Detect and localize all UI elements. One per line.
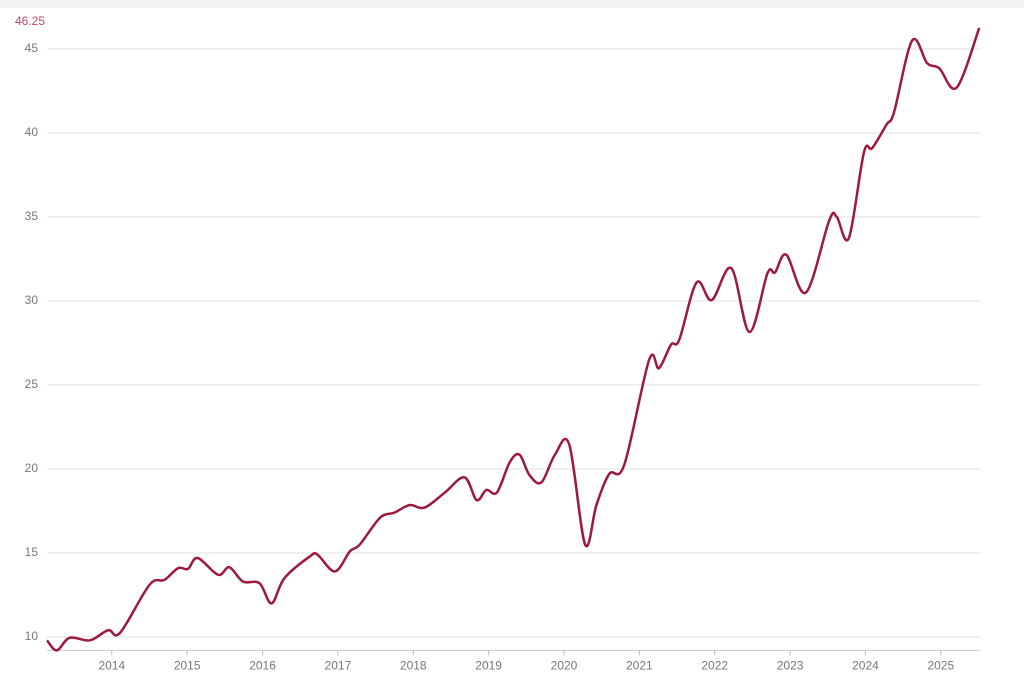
x-tick-label: 2015 xyxy=(174,659,201,673)
top-bar xyxy=(0,0,1024,8)
line xyxy=(46,27,981,652)
x-tick-label: 2014 xyxy=(98,659,125,673)
last-value-label: 46.25 xyxy=(15,14,45,28)
x-tick-label: 2018 xyxy=(400,659,427,673)
x-tick-label: 2022 xyxy=(701,659,728,673)
y-tick-label: 30 xyxy=(25,293,39,307)
y-tick-label: 10 xyxy=(25,629,39,643)
y-tick-label: 45 xyxy=(25,41,39,55)
x-tick-label: 2017 xyxy=(325,659,352,673)
y-tick-label: 25 xyxy=(25,377,39,391)
y-tick-label: 40 xyxy=(25,125,39,139)
x-tick-label: 2020 xyxy=(551,659,578,673)
y-tick-label: 20 xyxy=(25,461,39,475)
x-tick-label: 2025 xyxy=(927,659,954,673)
x-tick-label: 2024 xyxy=(852,659,879,673)
x-tick-label: 2016 xyxy=(249,659,276,673)
y-tick-label: 15 xyxy=(25,545,39,559)
x-tick-label: 2023 xyxy=(777,659,804,673)
x-tick-label: 2019 xyxy=(475,659,502,673)
x-tick-label: 2021 xyxy=(626,659,653,673)
y-tick-label: 35 xyxy=(25,209,39,223)
